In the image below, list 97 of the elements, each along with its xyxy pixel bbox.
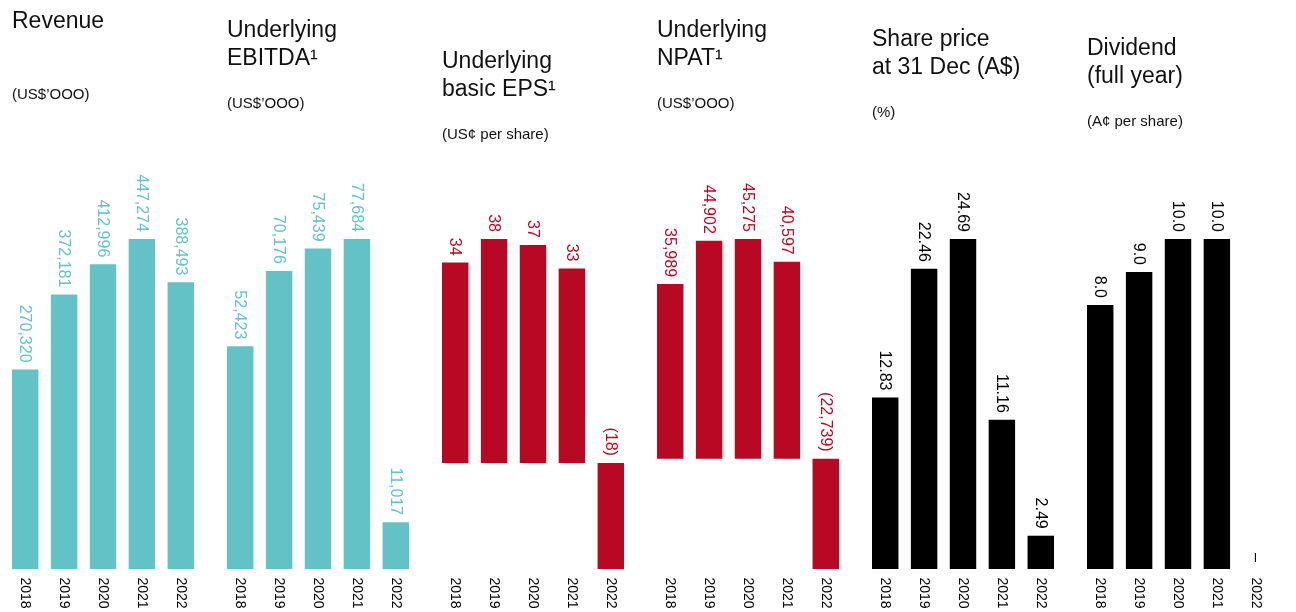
data-label: – <box>1247 553 1265 563</box>
x-tick-label: 2020 <box>96 577 112 609</box>
bar <box>12 369 39 569</box>
data-label: 388,493 <box>172 217 190 276</box>
x-tick-label: 2020 <box>741 577 757 609</box>
bar <box>657 284 684 459</box>
data-label: 52,423 <box>232 290 250 340</box>
bar <box>988 419 1016 569</box>
x-tick-label: 2019 <box>1132 577 1149 609</box>
x-tick-label: 2022 <box>818 577 835 609</box>
data-label: 45,275 <box>740 183 757 233</box>
data-label: 2.49 <box>1032 497 1050 529</box>
bar <box>910 268 938 569</box>
data-label: 38 <box>486 214 504 233</box>
data-label: 11,017 <box>387 467 405 516</box>
data-label: 412,996 <box>95 199 112 258</box>
chart-title: Revenue <box>12 7 105 34</box>
data-label: 40,597 <box>778 205 796 255</box>
x-tick-label: 2018 <box>663 577 680 609</box>
x-tick-label: 2019 <box>702 577 719 609</box>
data-label: (22,739) <box>817 392 835 452</box>
bar <box>872 397 899 569</box>
chart-title: Dividend (full year) <box>1087 33 1183 88</box>
bar <box>265 270 293 569</box>
bar <box>227 346 254 569</box>
data-label: 22.46 <box>916 221 934 262</box>
bar <box>167 282 194 569</box>
data-label: 372,181 <box>56 229 74 288</box>
bar <box>480 239 508 463</box>
chart-subtitle: (US¢ per share) <box>442 125 549 143</box>
bar <box>558 268 586 463</box>
chart-subtitle: (US$’OOO) <box>227 94 305 112</box>
bar <box>519 244 547 463</box>
data-label: 35,989 <box>662 228 680 278</box>
x-tick-label: 2021 <box>1209 577 1226 609</box>
chart-subtitle: (US$’OOO) <box>12 85 90 103</box>
x-tick-label: 2021 <box>564 577 581 609</box>
bar <box>597 462 624 569</box>
data-label: 12.83 <box>877 350 895 391</box>
data-label: 24.69 <box>955 191 972 233</box>
bar <box>382 522 409 569</box>
chart-title: Underlying EBITDA¹ <box>227 16 337 71</box>
x-tick-label: 2021 <box>779 577 796 609</box>
x-tick-label: 2021 <box>349 577 366 609</box>
data-label: 270,320 <box>17 304 35 363</box>
chart-title: Underlying NPAT¹ <box>657 16 767 71</box>
bar <box>343 239 371 569</box>
bar <box>773 261 801 459</box>
x-tick-label: 2018 <box>233 577 250 609</box>
bar <box>128 239 156 569</box>
x-tick-label: 2018 <box>18 577 35 609</box>
data-label: 33 <box>563 243 581 262</box>
x-tick-label: 2018 <box>878 577 895 609</box>
bar <box>949 239 977 569</box>
data-label: 8.0 <box>1092 275 1110 299</box>
x-tick-label: 2019 <box>917 577 934 609</box>
data-label: 44,902 <box>701 184 719 234</box>
x-tick-label: 2018 <box>448 577 465 609</box>
data-label: 70,176 <box>271 214 289 264</box>
x-tick-label: 2019 <box>487 577 504 609</box>
data-label: 37 <box>525 220 542 238</box>
bar <box>442 262 469 463</box>
bar <box>304 248 332 569</box>
chart-subtitle: (A¢ per share) <box>1087 111 1183 129</box>
data-label: (18) <box>602 427 620 456</box>
data-label: 11.16 <box>993 373 1011 413</box>
data-label: 10.0 <box>1170 200 1187 233</box>
x-tick-label: 2022 <box>1033 577 1050 609</box>
x-tick-label: 2020 <box>311 577 327 609</box>
bar <box>1027 535 1054 569</box>
data-label: 34 <box>447 237 465 256</box>
x-tick-label: 2019 <box>272 577 289 609</box>
bar <box>50 294 78 569</box>
x-tick-label: 2020 <box>526 577 542 609</box>
chart-title: Share price at 31 Dec (A$) <box>872 24 1021 79</box>
data-label: 75,439 <box>310 192 327 242</box>
data-label: 77,684 <box>348 183 366 233</box>
data-label: 9.0 <box>1131 242 1149 266</box>
data-label: 10.0 <box>1208 200 1226 233</box>
x-tick-label: 2022 <box>603 577 620 609</box>
x-tick-label: 2021 <box>134 577 151 609</box>
bar <box>695 240 723 459</box>
data-label: 447,274 <box>133 174 151 233</box>
bar <box>734 239 762 459</box>
x-tick-label: 2019 <box>57 577 74 609</box>
bar <box>812 458 839 569</box>
x-tick-label: 2022 <box>173 577 190 609</box>
chart-title: Underlying basic EPS¹ <box>442 47 557 102</box>
chart-subtitle: (%) <box>872 102 896 120</box>
chart-subtitle: (US$’OOO) <box>657 94 735 112</box>
x-tick-label: 2022 <box>388 577 405 609</box>
x-tick-label: 2018 <box>1093 577 1110 609</box>
x-tick-label: 2021 <box>994 577 1011 609</box>
bar <box>89 264 117 569</box>
x-tick-label: 2022 <box>1248 577 1265 609</box>
x-tick-label: 2020 <box>1171 577 1187 609</box>
x-tick-label: 2020 <box>956 577 972 609</box>
